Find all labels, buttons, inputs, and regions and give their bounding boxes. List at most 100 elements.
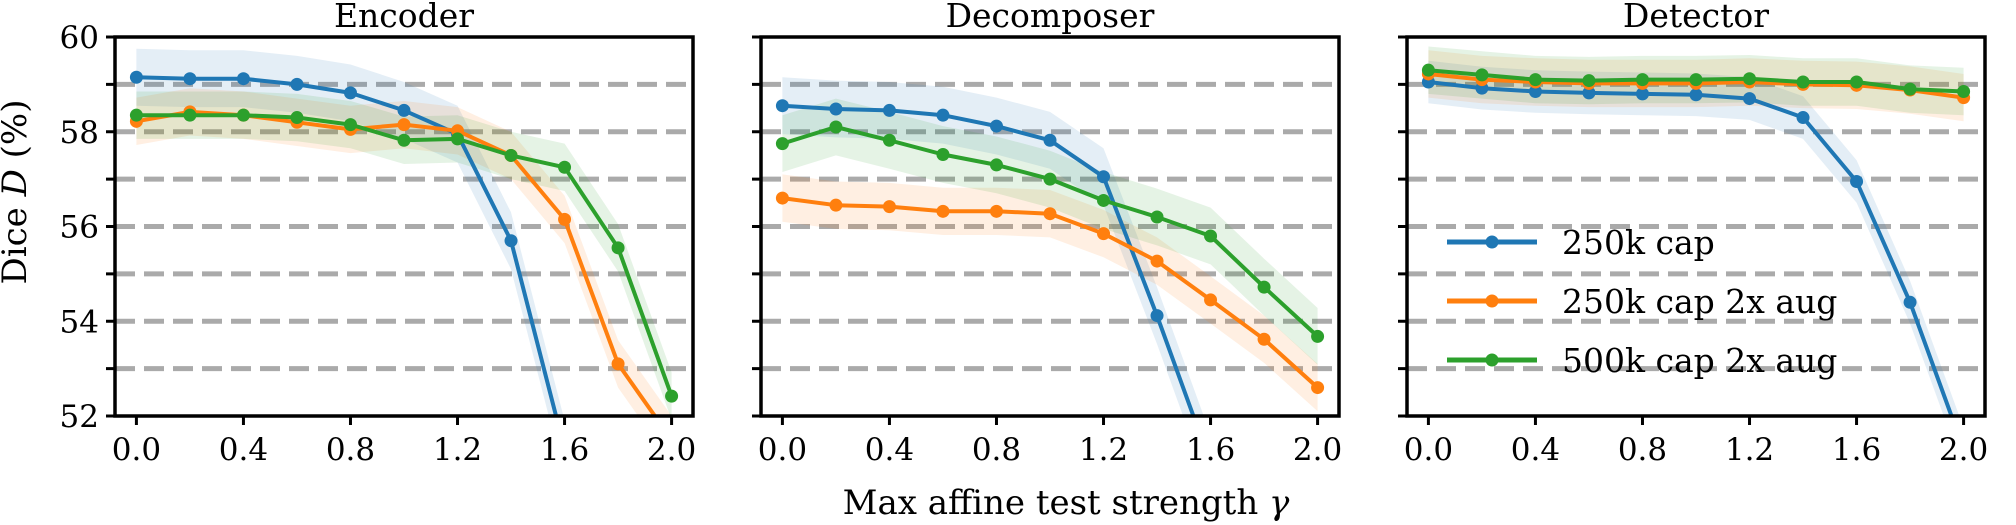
data-point <box>1796 111 1810 125</box>
data-point <box>1097 227 1111 241</box>
data-point <box>989 158 1003 172</box>
x-tick-label: 1.2 <box>433 432 482 468</box>
x-tick-label: 0.8 <box>1618 432 1667 468</box>
x-tick-label: 1.2 <box>1725 432 1774 468</box>
x-tick-label: 0.4 <box>1511 432 1560 468</box>
data-point <box>1043 133 1057 147</box>
data-point <box>236 108 250 122</box>
data-point <box>1743 92 1757 106</box>
x-tick-label: 0.8 <box>972 432 1021 468</box>
data-point <box>936 108 950 122</box>
data-point <box>1311 381 1325 395</box>
series-line <box>1428 80 1954 416</box>
confidence-band <box>782 174 1318 412</box>
data-point <box>1311 329 1325 343</box>
data-point <box>236 72 250 86</box>
data-point <box>882 133 896 147</box>
data-point <box>397 118 411 132</box>
data-point <box>775 99 789 113</box>
x-axis-label: Max affine test strength γ <box>843 483 1290 523</box>
confidence-band <box>1428 60 1960 416</box>
confidence-band <box>782 98 1318 365</box>
x-tick-label: 1.6 <box>540 432 589 468</box>
data-point <box>343 86 357 100</box>
data-point <box>558 160 572 174</box>
data-point <box>397 133 411 147</box>
x-tick-label: 0.0 <box>1404 432 1453 468</box>
data-point <box>1475 68 1489 82</box>
data-point <box>882 103 896 117</box>
data-point <box>1043 207 1057 221</box>
data-point <box>1850 75 1864 89</box>
data-point <box>1635 87 1649 101</box>
legend: 250k cap 250k cap 2x aug 500k cap 2x aug <box>1447 223 1837 380</box>
plot-area <box>1421 46 1971 416</box>
x-tick-label: 0.0 <box>758 432 807 468</box>
data-point <box>451 132 465 146</box>
data-point <box>1150 309 1164 323</box>
plot-area <box>129 48 679 416</box>
data-point <box>1528 73 1542 87</box>
data-point <box>1150 210 1164 224</box>
data-point <box>504 148 518 162</box>
data-point <box>1043 172 1057 186</box>
data-point <box>1957 84 1971 98</box>
data-point <box>989 204 1003 218</box>
confidence-band <box>136 88 672 416</box>
x-tick-label: 2.0 <box>1293 432 1342 468</box>
data-point <box>775 137 789 151</box>
y-axis-label: Dice D (%) <box>0 99 35 284</box>
data-point <box>1150 254 1164 268</box>
panel-1: 0.0 0.4 0.8 1.2 1.6 2.0 Decomposer <box>752 0 1342 468</box>
data-point <box>936 204 950 218</box>
legend-marker <box>1485 294 1499 308</box>
data-point <box>1204 229 1218 243</box>
confidence-band <box>782 77 1204 416</box>
plot-area <box>775 77 1325 416</box>
data-point <box>829 198 843 212</box>
data-point <box>1796 75 1810 89</box>
data-point <box>1743 72 1757 86</box>
data-point <box>129 70 143 84</box>
panel-title: Decomposer <box>946 0 1155 35</box>
data-point <box>504 234 518 248</box>
panel-0: 0.0 0.4 0.8 1.2 1.6 2.0 52 54 56 58 60 Encoder <box>60 0 697 468</box>
data-point <box>129 108 143 122</box>
data-point <box>290 77 304 91</box>
data-point <box>1257 280 1271 294</box>
y-tick-label: 60 <box>60 20 99 56</box>
data-point <box>1097 193 1111 207</box>
x-tick-label: 2.0 <box>1939 432 1988 468</box>
confidence-band <box>136 91 672 416</box>
data-point <box>936 147 950 161</box>
data-point <box>1850 174 1864 188</box>
legend-marker <box>1485 353 1499 367</box>
y-tick-label: 56 <box>60 210 99 246</box>
x-tick-label: 1.6 <box>1832 432 1881 468</box>
data-point <box>829 102 843 116</box>
data-point <box>1689 73 1703 87</box>
data-point <box>183 72 197 86</box>
data-point <box>290 111 304 125</box>
legend-marker <box>1485 235 1499 249</box>
x-tick-label: 2.0 <box>647 432 696 468</box>
data-point <box>1689 88 1703 102</box>
data-point <box>989 119 1003 133</box>
y-tick-label: 58 <box>60 115 99 151</box>
data-point <box>1903 295 1917 309</box>
x-tick-label: 0.4 <box>219 432 268 468</box>
data-point <box>1903 82 1917 96</box>
data-point <box>665 389 679 403</box>
data-point <box>397 103 411 117</box>
data-point <box>558 212 572 226</box>
x-tick-label: 1.2 <box>1079 432 1128 468</box>
data-point <box>1097 170 1111 184</box>
data-point <box>1421 63 1435 77</box>
y-tick-label: 52 <box>60 399 99 435</box>
data-point <box>882 200 896 214</box>
x-tick-label: 0.4 <box>865 432 914 468</box>
panel-title: Detector <box>1623 0 1769 35</box>
